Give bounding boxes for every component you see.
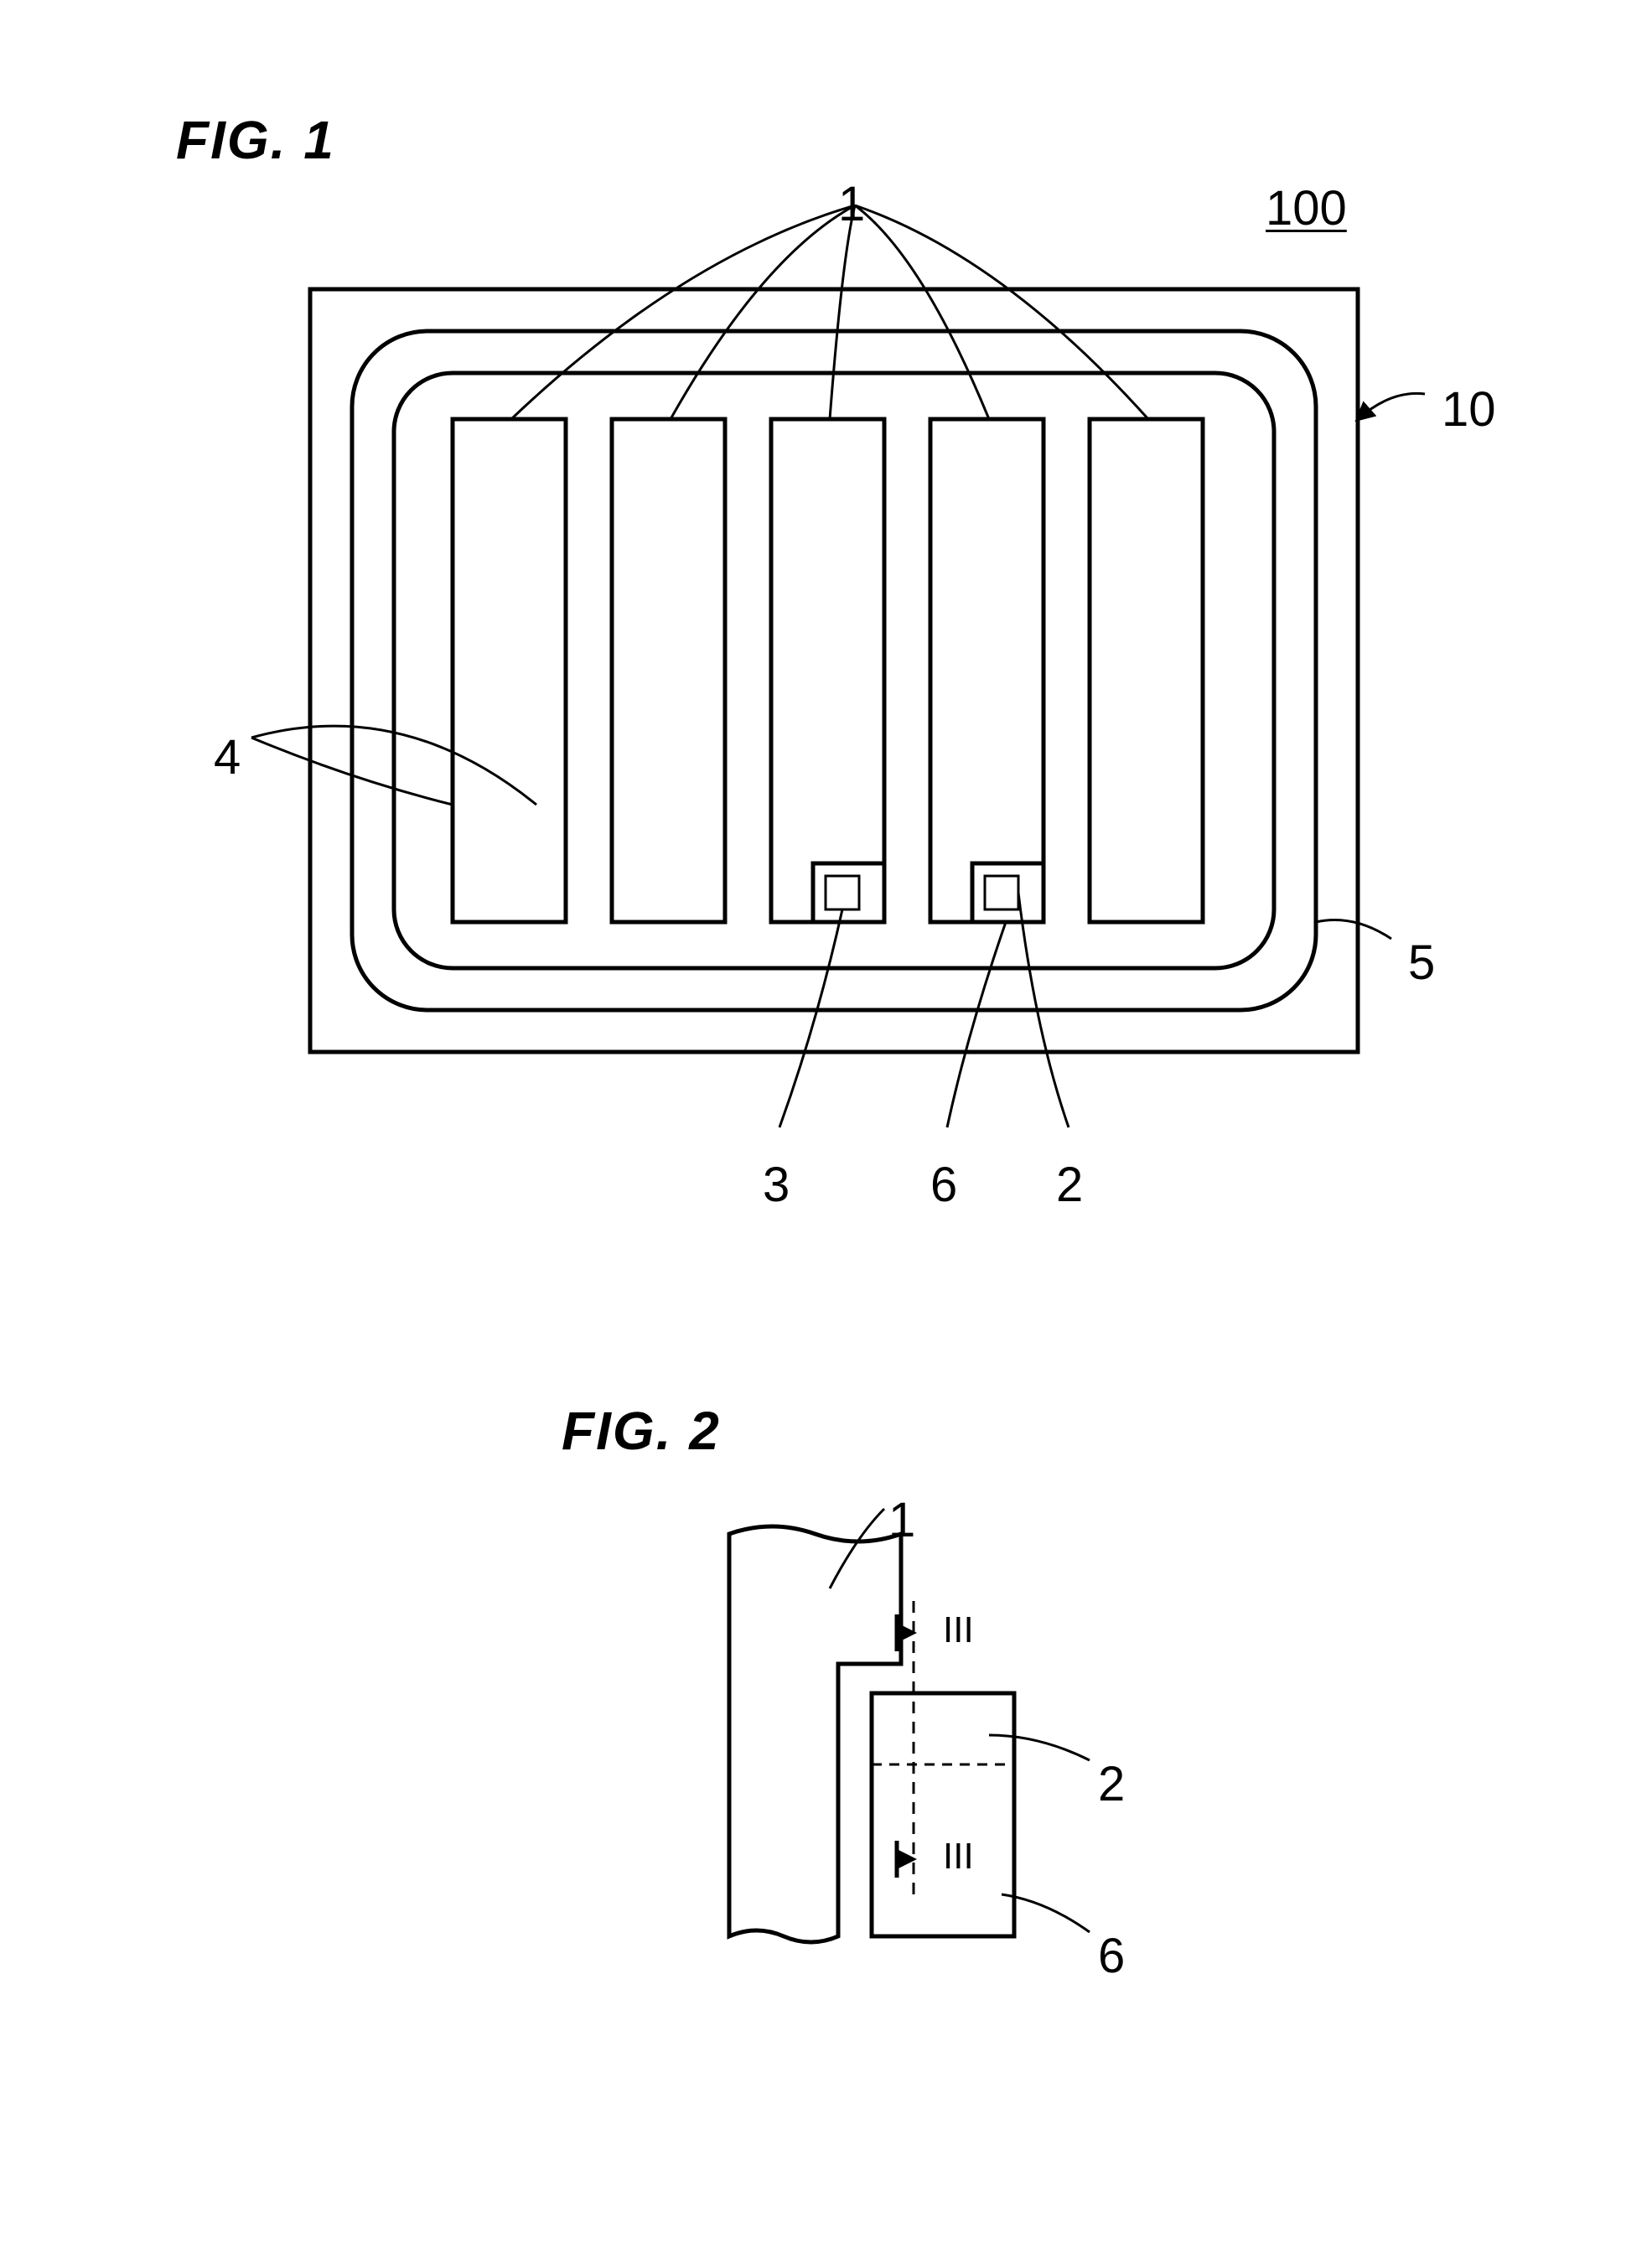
page: FIG. 1 FIG. 2 100 1 10 4 5 3 6 2 1 2 6 I…	[0, 0, 1652, 2259]
drawing-layer	[0, 0, 1652, 2259]
